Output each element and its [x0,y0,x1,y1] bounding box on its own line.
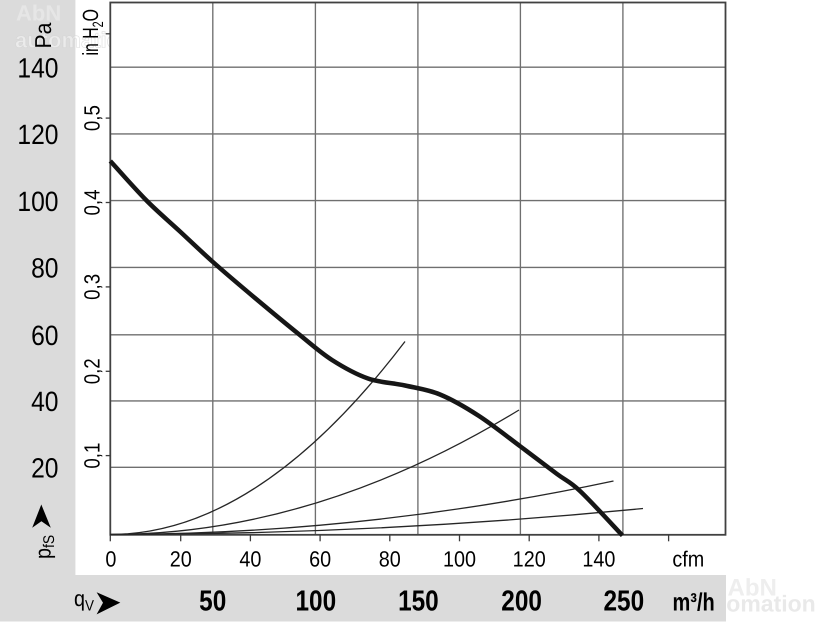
svg-text:100: 100 [17,186,58,217]
svg-text:80: 80 [31,253,58,284]
svg-text:250: 250 [603,586,644,618]
svg-text:50: 50 [199,586,226,618]
svg-text:m³/h: m³/h [673,588,715,616]
svg-text:0,5: 0,5 [80,105,105,131]
svg-text:AbN: AbN [728,575,777,602]
svg-text:0,2: 0,2 [80,358,105,384]
svg-text:60: 60 [309,547,331,572]
svg-text:200: 200 [501,586,542,618]
svg-text:0,1: 0,1 [80,443,105,469]
svg-text:120: 120 [513,547,546,572]
svg-text:100: 100 [295,586,336,618]
svg-text:140: 140 [582,547,615,572]
svg-text:100: 100 [443,547,476,572]
svg-text:40: 40 [31,386,58,417]
svg-text:in H2O: in H2O [78,9,107,56]
svg-text:40: 40 [239,547,261,572]
svg-text:140: 140 [17,52,58,83]
svg-text:20: 20 [31,453,58,484]
svg-text:Pa: Pa [30,22,56,48]
svg-text:AbN: AbN [16,1,61,26]
svg-text:cfm: cfm [672,547,704,572]
svg-text:20: 20 [170,547,192,572]
svg-text:120: 120 [17,119,58,150]
svg-text:80: 80 [379,547,401,572]
svg-text:0,4: 0,4 [80,189,105,215]
svg-text:omation: omation [726,591,815,617]
svg-text:150: 150 [398,586,439,618]
svg-text:0,3: 0,3 [80,274,105,300]
svg-text:60: 60 [31,320,58,351]
svg-text:0: 0 [105,547,116,572]
